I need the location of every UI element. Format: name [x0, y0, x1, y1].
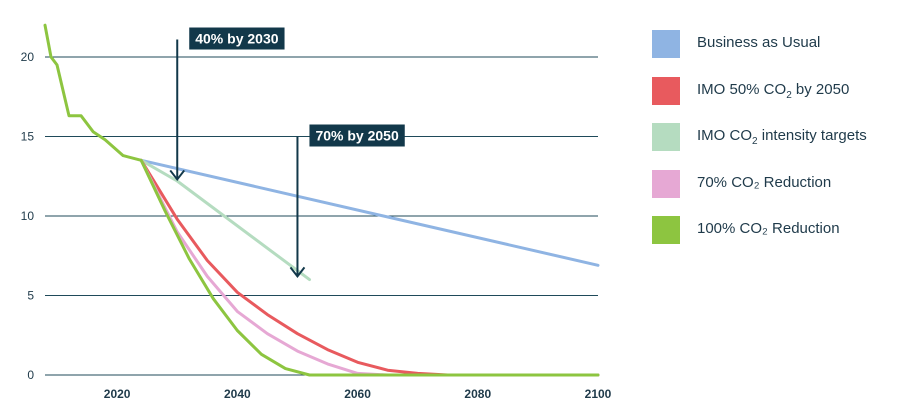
legend-item-imo-50: IMO 50% CO2 by 2050	[652, 76, 917, 105]
series-line	[43, 23, 600, 377]
x-tick-label: 2060	[344, 387, 371, 401]
legend-label: IMO CO2 intensity targets	[697, 127, 867, 147]
legend-label: 100% CO₂ Reduction	[697, 220, 840, 237]
y-tick-label: 0	[27, 368, 34, 382]
x-tick-label: 2100	[585, 387, 612, 401]
legend-label: Business as Usual	[697, 34, 821, 51]
legend-label: IMO 50% CO2 by 2050	[697, 80, 850, 101]
y-tick-label: 15	[21, 130, 35, 144]
x-tick-label: 2080	[464, 387, 491, 401]
legend-swatch	[652, 216, 680, 244]
legend-swatch	[652, 123, 680, 151]
annotation: 70% by 2050	[289, 124, 405, 279]
annotation: 40% by 2030	[169, 27, 285, 182]
legend-swatch	[652, 169, 680, 198]
legend-swatch	[652, 76, 680, 105]
annotation-box	[309, 124, 405, 147]
gridlines	[45, 56, 598, 376]
legend: Business as Usual IMO 50% CO2 by 2050 IM…	[652, 30, 917, 263]
y-tick-label: 10	[21, 209, 35, 223]
annotation-arrow-head	[169, 169, 186, 182]
y-tick-label: 20	[21, 50, 35, 64]
legend-item-70-reduction: 70% CO₂ Reduction	[652, 169, 917, 198]
annotations: 40% by 2030 70% by 2050	[169, 27, 405, 279]
series-line	[139, 158, 600, 267]
legend-label: 70% CO₂ Reduction	[697, 173, 832, 191]
x-tick-label: 2020	[104, 387, 131, 401]
annotation-label: 70% by 2050	[315, 128, 398, 144]
annotation-label: 40% by 2030	[195, 31, 278, 47]
series-lines	[43, 23, 600, 377]
series-line	[139, 158, 600, 377]
x-axis-ticks: 2020 2040 2060 2080 2100	[104, 387, 612, 401]
x-tick-label: 2040	[224, 387, 251, 401]
annotation-arrow-head	[289, 266, 306, 279]
legend-item-imo-intensity: IMO CO2 intensity targets	[652, 123, 917, 151]
annotation-box	[189, 27, 285, 50]
y-axis-ticks: 0 5 10 15 20	[21, 50, 35, 382]
legend-item-business-as-usual: Business as Usual	[652, 30, 917, 58]
y-tick-label: 5	[27, 289, 34, 303]
series-line	[139, 158, 600, 377]
legend-swatch	[652, 30, 680, 58]
legend-item-100-reduction: 100% CO₂ Reduction	[652, 216, 917, 244]
